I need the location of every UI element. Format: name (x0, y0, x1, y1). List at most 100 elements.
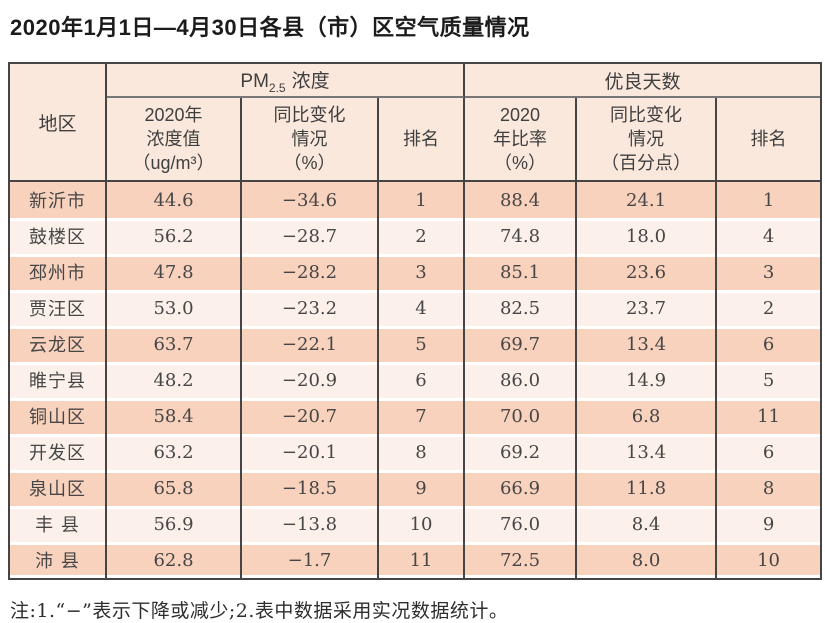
gooddays-change-cell: 18.0 (577, 218, 718, 254)
gooddays-ratio-cell: 72.5 (465, 542, 578, 578)
table-row: 丰 县 56.9 −13.8 10 76.0 8.4 9 (10, 506, 821, 542)
table-row: 铜山区 58.4 −20.7 7 70.0 6.8 11 (10, 398, 821, 434)
table-row: 泉山区 65.8 −18.5 9 66.9 11.8 8 (10, 470, 821, 506)
pm25-rank-cell: 4 (379, 290, 466, 326)
gooddays-change-cell: 13.4 (577, 434, 718, 470)
pm25-change-cell: −34.6 (242, 182, 379, 218)
pm25-change-cell: −28.7 (242, 218, 379, 254)
gooddays-rank-cell: 6 (717, 434, 821, 470)
pm25-value-cell: 62.8 (107, 542, 242, 578)
table-row: 睢宁县 48.2 −20.9 6 86.0 14.9 5 (10, 362, 821, 398)
pm25-value-cell: 47.8 (107, 254, 242, 290)
table-row: 沛 县 62.8 −1.7 11 72.5 8.0 10 (10, 542, 821, 578)
pm25-value-cell: 53.0 (107, 290, 242, 326)
header-region: 地区 (10, 64, 107, 182)
region-cell: 贾汪区 (10, 290, 107, 326)
table-row: 开发区 63.2 −20.1 8 69.2 13.4 6 (10, 434, 821, 470)
pm25-value-cell: 56.9 (107, 506, 242, 542)
gooddays-ratio-cell: 74.8 (465, 218, 578, 254)
pm25-change-cell: −20.7 (242, 398, 379, 434)
gooddays-rank-cell: 10 (717, 542, 821, 578)
header-pm25-group: PM2.5 浓度 (107, 64, 466, 98)
gooddays-ratio-cell: 86.0 (465, 362, 578, 398)
region-cell: 泉山区 (10, 470, 107, 506)
table-row: 贾汪区 53.0 −23.2 4 82.5 23.7 2 (10, 290, 821, 326)
region-cell: 新沂市 (10, 182, 107, 218)
pm25-rank-cell: 10 (379, 506, 466, 542)
gooddays-change-cell: 13.4 (577, 326, 718, 362)
region-cell: 铜山区 (10, 398, 107, 434)
pm25-change-cell: −23.2 (242, 290, 379, 326)
pm25-rank-cell: 11 (379, 542, 466, 578)
gooddays-change-cell: 11.8 (577, 470, 718, 506)
header-gooddays-rank: 排名 (717, 98, 821, 182)
pm25-change-cell: −18.5 (242, 470, 379, 506)
pm25-rank-cell: 2 (379, 218, 466, 254)
pm25-change-cell: −28.2 (242, 254, 379, 290)
pm25-change-cell: −13.8 (242, 506, 379, 542)
page-title: 2020年1月1日—4月30日各县（市）区空气质量情况 (10, 15, 530, 40)
gooddays-change-cell: 14.9 (577, 362, 718, 398)
pm25-rank-cell: 7 (379, 398, 466, 434)
gooddays-rank-cell: 8 (717, 470, 821, 506)
gooddays-ratio-cell: 69.7 (465, 326, 578, 362)
region-cell: 云龙区 (10, 326, 107, 362)
header-sub-row: 2020年 浓度值 （ug/m³） 同比变化 情况 （%） 排名 2020 年比… (10, 98, 821, 182)
gooddays-ratio-cell: 88.4 (465, 182, 578, 218)
region-cell: 邳州市 (10, 254, 107, 290)
gooddays-rank-cell: 9 (717, 506, 821, 542)
pm25-value-cell: 65.8 (107, 470, 242, 506)
pm25-rank-cell: 9 (379, 470, 466, 506)
pm25-value-cell: 48.2 (107, 362, 242, 398)
gooddays-change-cell: 8.4 (577, 506, 718, 542)
gooddays-rank-cell: 6 (717, 326, 821, 362)
pm25-change-cell: −22.1 (242, 326, 379, 362)
gooddays-change-cell: 6.8 (577, 398, 718, 434)
header-gooddays-ratio: 2020 年比率 （%） (465, 98, 578, 182)
region-cell: 沛 县 (10, 542, 107, 578)
table-row: 新沂市 44.6 −34.6 1 88.4 24.1 1 (10, 182, 821, 218)
pm25-label-suffix: 浓度 (291, 70, 330, 92)
table-header: 地区 PM2.5 浓度 优良天数 2020年 浓度值 （ug/m³） 同比变化 情… (10, 64, 821, 182)
pm25-rank-cell: 6 (379, 362, 466, 398)
table-row: 鼓楼区 56.2 −28.7 2 74.8 18.0 4 (10, 218, 821, 254)
gooddays-ratio-cell: 66.9 (465, 470, 578, 506)
header-gooddays-group: 优良天数 (465, 64, 821, 98)
gooddays-rank-cell: 5 (717, 362, 821, 398)
air-quality-table: 地区 PM2.5 浓度 优良天数 2020年 浓度值 （ug/m³） 同比变化 情… (8, 62, 823, 580)
pm25-value-cell: 56.2 (107, 218, 242, 254)
pm25-value-cell: 63.2 (107, 434, 242, 470)
footnote: 注:1.“−”表示下降或减少;2.表中数据采用实况数据统计。 (10, 600, 509, 622)
gooddays-rank-cell: 4 (717, 218, 821, 254)
gooddays-change-cell: 23.6 (577, 254, 718, 290)
pm25-rank-cell: 5 (379, 326, 466, 362)
region-cell: 丰 县 (10, 506, 107, 542)
gooddays-ratio-cell: 70.0 (465, 398, 578, 434)
gooddays-rank-cell: 1 (717, 182, 821, 218)
gooddays-ratio-cell: 82.5 (465, 290, 578, 326)
header-pm25-value: 2020年 浓度值 （ug/m³） (107, 98, 242, 182)
header-pm25-rank: 排名 (379, 98, 466, 182)
table-row: 邳州市 47.8 −28.2 3 85.1 23.6 3 (10, 254, 821, 290)
gooddays-change-cell: 24.1 (577, 182, 718, 218)
pm25-change-cell: −20.9 (242, 362, 379, 398)
pm25-change-cell: −20.1 (242, 434, 379, 470)
table-body: 新沂市 44.6 −34.6 1 88.4 24.1 1 鼓楼区 56.2 −2… (10, 182, 821, 578)
gooddays-rank-cell: 11 (717, 398, 821, 434)
pm25-label-prefix: PM (240, 70, 269, 92)
pm25-rank-cell: 8 (379, 434, 466, 470)
pm25-value-cell: 63.7 (107, 326, 242, 362)
pm25-rank-cell: 3 (379, 254, 466, 290)
header-group-row: 地区 PM2.5 浓度 优良天数 (10, 64, 821, 182)
gooddays-rank-cell: 3 (717, 254, 821, 290)
gooddays-change-cell: 8.0 (577, 542, 718, 578)
region-cell: 开发区 (10, 434, 107, 470)
pm25-change-cell: −1.7 (242, 542, 379, 578)
pm25-value-cell: 58.4 (107, 398, 242, 434)
pm25-label-subscript: 2.5 (268, 80, 286, 95)
gooddays-ratio-cell: 69.2 (465, 434, 578, 470)
gooddays-change-cell: 23.7 (577, 290, 718, 326)
pm25-rank-cell: 1 (379, 182, 466, 218)
pm25-value-cell: 44.6 (107, 182, 242, 218)
